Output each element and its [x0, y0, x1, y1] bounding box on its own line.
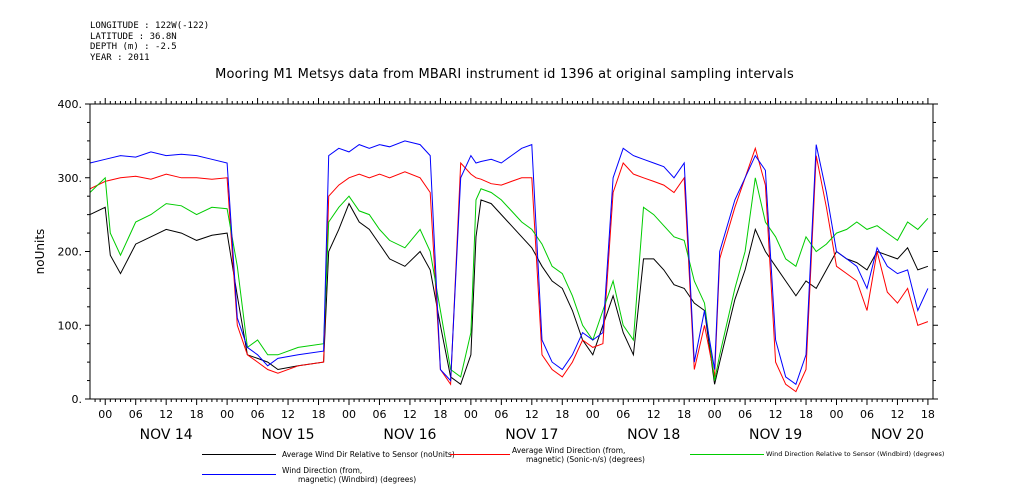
x-hour-label: 06	[860, 408, 874, 421]
x-hour-label: 12	[647, 408, 661, 421]
longitude-text: LONGITUDE : 122W(-122)	[90, 21, 210, 31]
legend-swatch-red	[450, 454, 510, 455]
y-tick-label: 200.	[58, 246, 83, 259]
series-line-3	[89, 176, 929, 381]
series-line-4	[89, 140, 929, 386]
x-hour-label: 00	[830, 408, 844, 421]
x-day-label: NOV 14	[140, 427, 193, 443]
x-hour-label: 12	[769, 408, 783, 421]
legend-swatch-green	[690, 454, 764, 455]
legend-label-red-1: Average Wind Direction (from,	[512, 446, 626, 455]
x-hour-label: 00	[98, 408, 112, 421]
legend-label-red-2: magnetic) (Sonic-n/s) (degrees)	[526, 455, 645, 464]
x-hour-label: 00	[586, 408, 600, 421]
metadata-block: LONGITUDE : 122W(-122) LATITUDE : 36.8N …	[90, 21, 209, 63]
x-hour-label: 06	[494, 408, 508, 421]
legend-label-green: Wind Direction Relative to Sensor (Windb…	[766, 450, 945, 458]
x-hour-label: 18	[190, 408, 204, 421]
x-hour-label: 12	[525, 408, 539, 421]
latitude-text: LATITUDE : 36.8N	[90, 31, 177, 42]
x-day-label: NOV 20	[871, 427, 924, 443]
y-tick-label: 0.	[72, 393, 83, 406]
legend-swatch-blue	[202, 474, 276, 475]
x-hour-label: 12	[890, 408, 904, 421]
year-text: YEAR : 2011	[90, 52, 150, 63]
y-tick-label: 300.	[58, 172, 83, 185]
x-hour-label: 06	[129, 408, 143, 421]
x-hour-label: 18	[433, 408, 447, 421]
x-hour-label: 18	[799, 408, 813, 421]
x-day-label: NOV 17	[505, 427, 558, 443]
x-day-label: NOV 19	[749, 427, 802, 443]
x-hour-label: 00	[220, 408, 234, 421]
x-hour-label: 12	[281, 408, 295, 421]
x-hour-label: 12	[159, 408, 173, 421]
series-line-2	[89, 146, 929, 393]
x-hour-label: 00	[464, 408, 478, 421]
x-hour-label: 00	[708, 408, 722, 421]
x-hour-label: 12	[403, 408, 417, 421]
y-tick-label: 100.	[58, 319, 83, 332]
legend-label-blue-1: Wind Direction (from,	[282, 466, 363, 475]
y-axis-label: noUnits	[33, 229, 47, 275]
x-hour-label: 06	[251, 408, 265, 421]
chart-title: Mooring M1 Metsys data from MBARI instru…	[215, 67, 794, 82]
x-hour-label: 06	[738, 408, 752, 421]
legend-label-black: Average Wind Dir Relative to Sensor (noU…	[282, 450, 455, 459]
x-day-label: NOV 16	[383, 427, 436, 443]
x-hour-label: 18	[677, 408, 691, 421]
x-hour-label: 06	[372, 408, 386, 421]
x-hour-label: 18	[921, 408, 935, 421]
x-hour-label: 18	[312, 408, 326, 421]
y-tick-label: 400.	[58, 98, 83, 111]
x-day-label: NOV 18	[627, 427, 680, 443]
x-hour-label: 18	[555, 408, 569, 421]
x-day-label: NOV 15	[262, 427, 315, 443]
x-hour-label: 06	[616, 408, 630, 421]
legend-swatch-black	[202, 454, 276, 455]
series-line-1	[89, 199, 929, 386]
x-hour-label: 00	[342, 408, 356, 421]
legend-label-blue-2: magnetic) (Windbird) (degrees)	[298, 475, 417, 484]
depth-text: DEPTH (m) : -2.5	[90, 42, 177, 52]
